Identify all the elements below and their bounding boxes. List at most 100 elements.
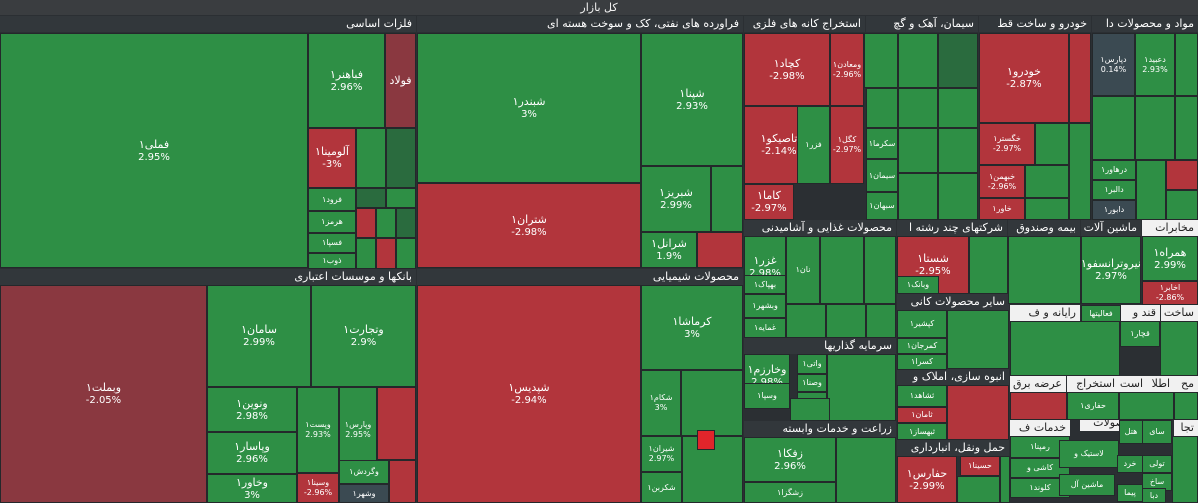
treemap-tile-57[interactable] [1174,392,1198,420]
sector-header-24[interactable]: استخراج [1067,376,1119,392]
treemap-cell-80[interactable]: سای [1142,420,1172,444]
treemap-cell-82[interactable]: خرد [1117,455,1143,473]
treemap-cell-61[interactable]: وسپا۱ [744,383,790,409]
treemap-tile-27[interactable] [1175,33,1198,96]
sector-header-6[interactable]: بانکها و موسسات اعتباری [0,269,416,285]
treemap-tile-13[interactable] [898,33,938,88]
treemap-cell-86[interactable]: دبا [1142,488,1166,503]
treemap-tile-38[interactable] [697,430,715,450]
treemap-tile-39[interactable] [820,236,864,304]
treemap-tile-51[interactable] [1000,456,1010,503]
treemap-cell-55[interactable]: همراه۱ 2.99% [1142,236,1198,281]
treemap-cell-67[interactable]: ثبهساز۱ [897,423,947,440]
sector-header-14[interactable]: سرمایه گذاریها [744,338,896,354]
treemap-cell-35[interactable]: وپاسار۱ 2.96% [207,432,297,474]
treemap-cell-58[interactable]: کمرجان۱ [897,338,947,354]
treemap-tile-7[interactable] [356,238,376,269]
treemap-cell-25[interactable]: خاور۱ [979,198,1025,220]
treemap-tile-4[interactable] [356,208,376,238]
treemap-tile-14[interactable] [938,33,978,88]
treemap-cell-29[interactable]: دپارس۱ 0.14% [1092,33,1135,96]
treemap-tile-48[interactable] [790,398,830,421]
treemap-tile-30[interactable] [1175,96,1198,160]
sector-header-28[interactable]: مح [1174,376,1198,392]
treemap-cell-74[interactable]: حفاری۱ [1067,392,1119,420]
treemap-tile-35[interactable] [389,460,416,503]
treemap-tile-50[interactable] [836,437,896,503]
treemap-cell-11[interactable]: شبریز۱ 2.99% [641,166,711,232]
treemap-cell-49[interactable]: بهپاک۱ [744,275,786,294]
treemap-tile-36[interactable] [681,370,743,436]
treemap-cell-27[interactable]: دالبر۱ [1092,180,1136,200]
treemap-tile-2[interactable] [356,188,386,208]
treemap-cell-83[interactable]: تولی [1142,455,1172,473]
treemap-tile-19[interactable] [938,128,978,173]
treemap-tile-56[interactable] [1119,392,1174,420]
treemap-cell-50[interactable]: وبشهر۱ [744,294,786,318]
sector-header-3[interactable]: سیمان، آهک و گچ [866,16,978,32]
treemap-cell-36[interactable]: وخاور۱ 3% [207,474,297,503]
treemap-cell-20[interactable]: سیمان۱ [866,159,898,192]
treemap-tile-17[interactable] [938,88,978,128]
treemap-tile-46[interactable] [947,310,1009,369]
sector-header-13[interactable]: سایر محصولات کانی [897,294,1009,310]
sector-header-0[interactable]: فلزات اساسی [0,16,416,32]
treemap-cell-13[interactable]: کچاد۱ -2.98% [744,33,830,106]
sector-header-21[interactable]: ساخت [1161,305,1198,321]
treemap-tile-31[interactable] [1136,160,1166,220]
treemap-cell-51[interactable]: غمایه۱ [744,318,786,338]
treemap-tile-54[interactable] [1160,321,1198,376]
sector-header-1[interactable]: فراورده های نفتی، کک و سوخت هسته ای [417,16,743,32]
treemap-cell-8[interactable]: شبندر۱ 3% [417,33,641,183]
sector-header-11[interactable]: ماشین آلات [1081,220,1141,236]
treemap-cell-34[interactable]: ونوین۱ 2.98% [207,387,297,432]
treemap-cell-69[interactable]: زشگزا۱ [744,482,836,503]
treemap-cell-79[interactable]: ماشین آل [1059,474,1115,496]
treemap-cell-62[interactable]: واتی۱ [797,354,827,374]
treemap-tile-40[interactable] [864,236,896,304]
treemap-cell-59[interactable]: کسرا۱ [897,354,947,370]
treemap-cell-14[interactable]: ومعادن۱ -2.96% [830,33,864,106]
treemap-cell-16[interactable]: فزر۱ [797,106,830,184]
treemap-tile-43[interactable] [866,304,896,338]
treemap-tile-21[interactable] [938,173,978,220]
treemap-cell-28[interactable]: دابور۱ [1092,200,1136,220]
treemap-cell-21[interactable]: سبهان۱ [866,192,898,220]
treemap-cell-30[interactable]: دعبید۱ 2.93% [1135,33,1175,96]
sector-header-5[interactable]: مواد و محصولات دا [1092,16,1198,32]
sector-header-2[interactable]: استخراج کانه های فلزی [744,16,865,32]
treemap-cell-42[interactable]: شپدیس۱ -2.94% [417,285,641,503]
sector-header-17[interactable]: حمل ونقل، انبارداری [897,440,1009,456]
treemap-cell-71[interactable]: حسینا۱ [960,456,1000,476]
treemap-cell-10[interactable]: شپنا۱ 2.93% [641,33,743,166]
treemap-tile-55[interactable] [1010,392,1067,420]
treemap-cell-31[interactable]: وبملت۱ -2.05% [0,285,207,503]
treemap-tile-10[interactable] [711,166,743,232]
treemap-cell-23[interactable]: خگستر۱ -2.97% [979,123,1035,165]
treemap-cell-78[interactable]: لاستیک و [1059,440,1119,468]
treemap-cell-85[interactable]: پیما [1117,484,1143,502]
treemap-cell-18[interactable]: کاما۱ -2.97% [744,184,794,220]
treemap-cell-43[interactable]: کرماشا۱ 3% [641,285,743,370]
treemap-cell-44[interactable]: شکام۱ 3% [641,370,681,436]
treemap-cell-9[interactable]: شتران۱ -2.98% [417,183,641,268]
treemap-tile-47[interactable] [827,354,896,421]
treemap-cell-3[interactable]: آلومینا۱ -3% [308,128,356,188]
treemap-tile-0[interactable] [356,128,386,188]
treemap-cell-53[interactable]: وبانک۱ [897,276,939,294]
treemap-cell-32[interactable]: سامان۱ 2.99% [207,285,311,387]
treemap-tile-26[interactable] [1069,123,1091,220]
treemap-cell-7[interactable]: ذوب۱ [308,253,356,269]
treemap-cell-48[interactable]: نان۱ [786,236,820,304]
treemap-tile-22[interactable] [1035,123,1069,165]
treemap-cell-24[interactable]: خبهمن۱ -2.96% [979,165,1025,198]
treemap-cell-1[interactable]: فباهنر۱ 2.96% [308,33,385,128]
treemap-cell-45[interactable]: شیران۱ 2.97% [641,436,682,472]
treemap-tile-44[interactable] [969,236,1008,294]
treemap-cell-39[interactable]: وسینا۱ -2.96% [297,473,339,503]
treemap-cell-41[interactable]: وشهر۱ [339,484,389,503]
treemap-tile-52[interactable] [957,476,1000,503]
sector-header-10[interactable]: بیمه وصندوق [1008,220,1080,236]
treemap-cell-2[interactable]: فولاد [385,33,416,128]
treemap-tile-16[interactable] [898,88,938,128]
